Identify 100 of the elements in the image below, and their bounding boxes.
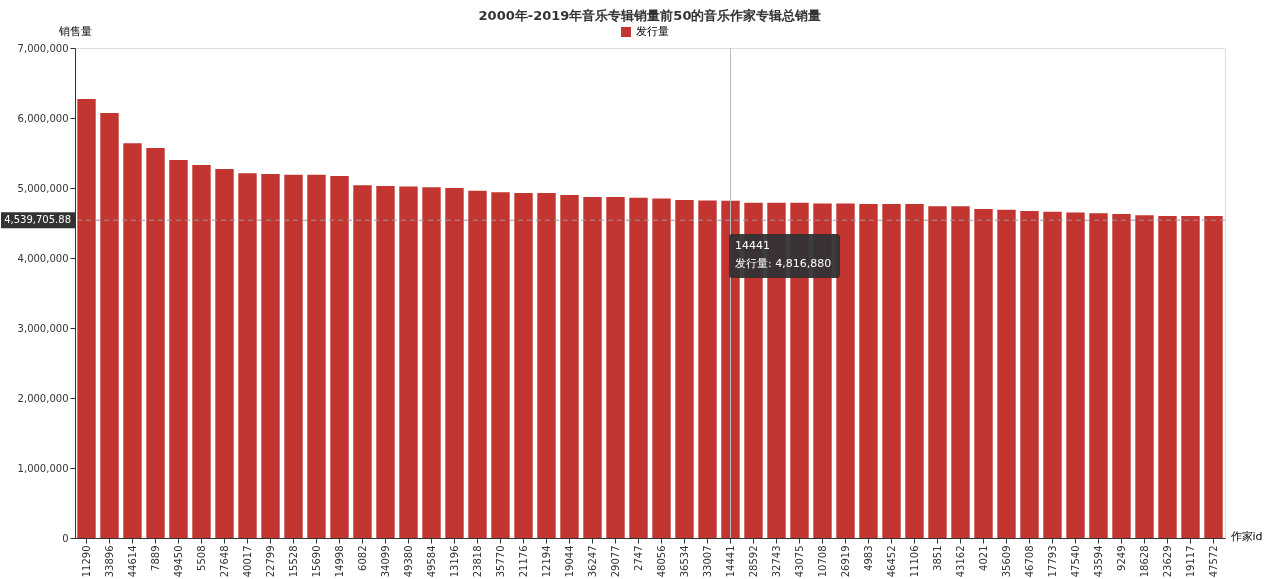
x-tick-label: 10708	[816, 545, 828, 578]
bar	[997, 209, 1016, 538]
y-tick-label: 2,000,000	[17, 392, 69, 404]
x-tick-label: 4983	[862, 545, 874, 571]
x-tick-label: 12194	[540, 545, 552, 578]
bar	[698, 200, 717, 538]
x-tick-label: 47540	[1069, 545, 1081, 578]
bar	[882, 204, 901, 538]
x-tick-label: 49584	[425, 545, 437, 578]
bar	[905, 204, 924, 538]
x-tick-label: 46452	[885, 545, 897, 578]
x-tick-label: 46708	[1023, 545, 1035, 578]
x-tick-label: 14998	[333, 545, 345, 578]
x-tick-label: 7889	[149, 545, 161, 571]
x-tick-label: 32743	[770, 545, 782, 578]
bar	[1043, 211, 1062, 538]
bar	[307, 174, 326, 538]
x-tick-label: 43075	[793, 545, 805, 578]
ref-line-label: 4,539,705.88	[4, 214, 71, 226]
bar	[353, 185, 372, 538]
x-tick-label: 22799	[264, 545, 276, 578]
x-tick-label: 3851	[931, 545, 943, 571]
x-tick-label: 6082	[356, 545, 368, 571]
y-tick-label: 7,000,000	[17, 42, 69, 54]
x-tick-label: 21176	[517, 545, 529, 578]
bar	[100, 113, 119, 538]
x-tick-label: 5508	[195, 545, 207, 571]
x-tick-label: 9249	[1115, 545, 1127, 571]
y-tick-label: 3,000,000	[17, 322, 69, 334]
legend-label: 发行量	[636, 25, 669, 38]
bar	[192, 164, 211, 538]
bar	[1112, 213, 1131, 538]
bar	[1158, 216, 1177, 538]
y-tick-label: 5,000,000	[17, 182, 69, 194]
bar	[514, 192, 533, 538]
x-tick-label: 49450	[172, 545, 184, 578]
bar	[491, 192, 510, 538]
x-tick-label: 23818	[471, 545, 483, 578]
x-tick-label: 2747	[632, 545, 644, 571]
bar	[284, 174, 303, 538]
bar	[836, 203, 855, 538]
x-tick-label: 47572	[1207, 545, 1219, 578]
x-tick-label: 4021	[977, 545, 989, 571]
x-tick-label: 28592	[747, 545, 759, 578]
bar	[1066, 212, 1085, 538]
bar	[238, 173, 257, 538]
bar	[445, 188, 464, 538]
x-tick-label: 48056	[655, 545, 667, 578]
bar	[330, 176, 349, 538]
bar	[629, 197, 648, 538]
x-tick-label: 19044	[563, 545, 575, 578]
bar	[560, 195, 579, 538]
bar	[215, 169, 234, 538]
chart-title: 2000年-2019年音乐专辑销量前50的音乐作家专辑总销量	[478, 8, 822, 23]
bar	[399, 186, 418, 538]
x-tick-label: 34099	[379, 545, 391, 578]
x-tick-label: 13196	[448, 545, 460, 578]
x-tick-label: 35609	[1000, 545, 1012, 578]
x-tick-label: 36534	[678, 545, 690, 578]
x-tick-label: 35770	[494, 545, 506, 578]
x-tick-label: 43594	[1092, 545, 1104, 578]
bar	[468, 190, 487, 538]
bar	[123, 143, 142, 538]
bar	[652, 198, 671, 538]
bar	[675, 199, 694, 538]
x-tick-label: 18628	[1138, 545, 1150, 578]
x-tick-label: 23629	[1161, 545, 1173, 578]
x-tick-label: 15690	[310, 545, 322, 578]
x-tick-label: 29077	[609, 545, 621, 578]
x-tick-label: 27648	[218, 545, 230, 578]
annotation: 14441 发行量: 4,816,880	[735, 239, 832, 270]
x-tick-label: 49380	[402, 545, 414, 578]
bar	[261, 174, 280, 538]
bar	[1089, 213, 1108, 538]
y-tick-label: 6,000,000	[17, 112, 69, 124]
x-tick-label: 33896	[103, 545, 115, 578]
bar	[376, 185, 395, 538]
x-tick-label: 17793	[1046, 545, 1058, 578]
x-tick-label: 11106	[908, 545, 920, 578]
bar	[77, 99, 96, 538]
x-tick-label: 19117	[1184, 545, 1196, 578]
bar	[422, 187, 441, 538]
y-tick-label: 1,000,000	[17, 462, 69, 474]
y-axis-title: 销售量	[58, 24, 92, 38]
bar	[1204, 216, 1223, 538]
bar	[1020, 211, 1039, 538]
bar	[537, 192, 556, 538]
x-tick-label: 26919	[839, 545, 851, 578]
x-tick-label: 43162	[954, 545, 966, 578]
bar	[146, 148, 165, 538]
bar	[1181, 216, 1200, 538]
x-tick-label: 15528	[287, 545, 299, 578]
bar	[928, 206, 947, 538]
bar	[951, 206, 970, 538]
bar	[606, 197, 625, 538]
x-tick-label: 40017	[241, 545, 253, 578]
y-tick-label: 0	[62, 532, 69, 544]
x-tick-label: 33007	[701, 545, 713, 578]
y-tick-label: 4,000,000	[17, 252, 69, 264]
x-tick-label: 11290	[80, 545, 92, 578]
